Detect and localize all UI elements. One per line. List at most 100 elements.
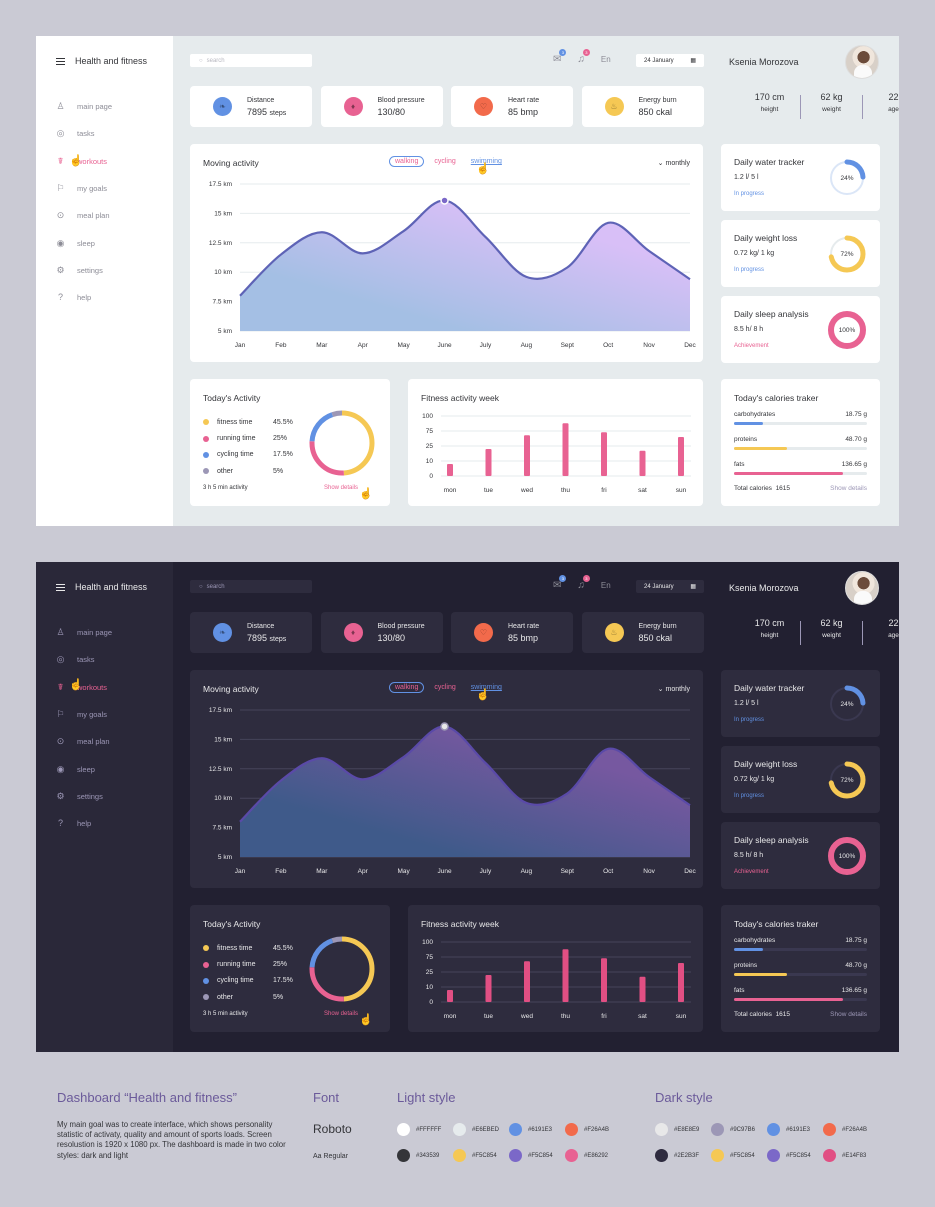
legend-name: cycling time <box>217 977 254 985</box>
menu-icon[interactable] <box>56 57 65 65</box>
bar-fri[interactable] <box>601 432 607 476</box>
bar-mon[interactable] <box>447 990 453 1002</box>
period-dropdown[interactable]: ⌄ monthly <box>658 685 690 693</box>
filter-walking[interactable]: walking <box>389 156 425 167</box>
calorie-name: carbohydrates <box>734 937 776 944</box>
calories-show-details[interactable]: Show details <box>830 1011 867 1018</box>
progress-card-daily-water-tracker[interactable]: Daily water tracker 1.2 l/ 5 l In progress… <box>721 144 880 211</box>
mail-icon[interactable]: ✉ 3 <box>553 575 567 591</box>
sidebar-item-main-page[interactable]: ♙ main page <box>56 619 112 646</box>
bar-thu[interactable] <box>562 423 569 476</box>
sidebar-item-tasks[interactable]: ◎ tasks <box>56 646 112 673</box>
activity-legend-item: other 5% <box>203 989 293 1005</box>
sidebar-item-help[interactable]: ? help <box>56 284 112 311</box>
legend-dot <box>203 468 209 475</box>
language-switch[interactable]: En <box>600 55 611 64</box>
hand-cursor-icon: ☝ <box>359 1014 373 1026</box>
metric-card-blood-pressure[interactable]: ♦ Blood pressure 130/80 <box>320 612 443 653</box>
x-tick-label: Dec <box>684 868 696 875</box>
menu-icon[interactable] <box>56 583 65 591</box>
bar-sun[interactable] <box>678 437 684 476</box>
mail-icon[interactable]: ✉ 3 <box>553 49 567 65</box>
metric-card-heart-rate[interactable]: ♡ Heart rate 85 bmp <box>451 86 573 127</box>
bar-wed[interactable] <box>524 961 530 1002</box>
activity-show-details[interactable]: Show details <box>324 1011 359 1017</box>
color-swatch: #343539 <box>397 1149 453 1162</box>
progress-card-daily-sleep-analysis[interactable]: Daily sleep analysis 8.5 h/ 8 h Achievemen… <box>721 296 880 363</box>
progress-title: Daily water tracker <box>734 157 805 167</box>
search-input[interactable]: ○ search <box>190 580 312 593</box>
metric-card-distance[interactable]: ❧ Distance 7895 steps <box>190 612 312 653</box>
metric-value: 850 ckal <box>639 107 677 117</box>
filter-cycling[interactable]: cycling <box>434 158 456 165</box>
x-tick-label: tue <box>484 1013 493 1020</box>
filter-cycling[interactable]: cycling <box>434 684 456 691</box>
sidebar-item-settings[interactable]: ⚙ settings <box>56 257 112 284</box>
swatch-hex: #F26A4B <box>584 1126 610 1133</box>
color-swatch: #9C97B6 <box>711 1123 767 1136</box>
activity-total: 3 h 5 min activity <box>203 1011 248 1017</box>
calorie-row-carbohydrates: carbohydrates 18.75 g <box>734 411 867 425</box>
bar-sat[interactable] <box>639 450 646 476</box>
calories-show-details[interactable]: Show details <box>830 485 867 492</box>
sidebar-item-sleep[interactable]: ◉ sleep <box>56 755 112 782</box>
swatch-hex: #6191E3 <box>528 1126 553 1133</box>
x-tick-label: Apr <box>358 868 369 875</box>
metric-card-heart-rate[interactable]: ♡ Heart rate 85 bmp <box>451 612 573 653</box>
bell-icon[interactable]: ♫ 3 <box>577 575 590 591</box>
progress-card-daily-water-tracker[interactable]: Daily water tracker 1.2 l/ 5 l In progress… <box>721 670 880 737</box>
sidebar-item-label: tasks <box>77 655 95 665</box>
apple-icon: ⊙ <box>56 736 65 747</box>
date-picker[interactable]: 24 January ▦ <box>636 580 704 593</box>
profile-stat-age: 22 age <box>863 618 899 639</box>
x-tick-label: mon <box>444 1013 457 1020</box>
sidebar-item-workouts[interactable]: ☤ workouts <box>56 148 112 175</box>
bar-sun[interactable] <box>678 963 684 1002</box>
bar-fri[interactable] <box>601 958 607 1002</box>
metric-card-blood-pressure[interactable]: ♦ Blood pressure 130/80 <box>320 86 443 127</box>
date-picker[interactable]: 24 January ▦ <box>636 54 704 67</box>
workout-icon: ☤ <box>57 681 64 692</box>
language-switch[interactable]: En <box>600 581 611 590</box>
metric-card-distance[interactable]: ❧ Distance 7895 steps <box>190 86 312 127</box>
sidebar-item-main-page[interactable]: ♙ main page <box>56 93 112 120</box>
avatar[interactable] <box>845 571 879 605</box>
sidebar-item-settings[interactable]: ⚙ settings <box>56 783 112 810</box>
sidebar-item-my-goals[interactable]: ⚐ my goals <box>56 701 112 728</box>
progress-card-daily-sleep-analysis[interactable]: Daily sleep analysis 8.5 h/ 8 h Achievemen… <box>721 822 880 889</box>
search-input[interactable]: ○ search <box>190 54 312 67</box>
color-swatch: #E8E8E9 <box>655 1123 711 1136</box>
period-dropdown[interactable]: ⌄ monthly <box>658 159 690 167</box>
bar-mon[interactable] <box>447 464 453 476</box>
sidebar-item-my-goals[interactable]: ⚐ my goals <box>56 175 112 202</box>
data-point-June[interactable] <box>440 196 449 205</box>
filter-walking[interactable]: walking <box>389 682 425 693</box>
legend-name: other <box>217 993 233 1001</box>
bar-tue[interactable] <box>485 449 492 476</box>
bar-sat[interactable] <box>639 976 646 1002</box>
avatar[interactable] <box>845 45 879 79</box>
bar-thu[interactable] <box>562 949 569 1002</box>
bar-wed[interactable] <box>524 435 530 476</box>
sidebar-item-meal-plan[interactable]: ⊙ meal plan <box>56 202 112 229</box>
progress-card-daily-weight-loss[interactable]: Daily weight loss 0.72 kg/ 1 kg In progres… <box>721 746 880 813</box>
sidebar-item-tasks[interactable]: ◎ tasks <box>56 120 112 147</box>
profile-stat-height: 170 cm height <box>739 618 800 639</box>
sidebar-item-meal-plan[interactable]: ⊙ meal plan <box>56 728 112 755</box>
metric-card-energy-burn[interactable]: ♨ Energy burn 850 ckal <box>581 86 704 127</box>
activity-show-details[interactable]: Show details <box>324 485 359 491</box>
bell-icon[interactable]: ♫ 3 <box>577 49 590 65</box>
legend-value: 45.5% <box>273 418 293 426</box>
filter-swimming[interactable]: swimming <box>470 684 502 691</box>
data-point-June[interactable] <box>440 722 449 731</box>
sidebar-item-help[interactable]: ? help <box>56 810 112 837</box>
sidebar-item-label: sleep <box>77 764 95 774</box>
bar-tue[interactable] <box>485 975 492 1002</box>
sidebar-item-workouts[interactable]: ☤ workouts <box>56 674 112 701</box>
ring-progress <box>828 235 866 273</box>
progress-card-daily-weight-loss[interactable]: Daily weight loss 0.72 kg/ 1 kg In progres… <box>721 220 880 287</box>
filter-swimming[interactable]: swimming <box>470 158 502 165</box>
sidebar-item-sleep[interactable]: ◉ sleep <box>56 229 112 256</box>
metric-card-energy-burn[interactable]: ♨ Energy burn 850 ckal <box>581 612 704 653</box>
